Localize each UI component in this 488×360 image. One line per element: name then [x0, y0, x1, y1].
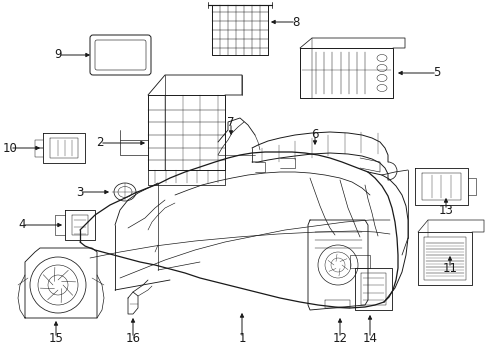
Text: 5: 5 — [432, 67, 440, 80]
Text: 13: 13 — [438, 203, 452, 216]
Text: 7: 7 — [227, 117, 234, 130]
Text: 6: 6 — [311, 129, 318, 141]
Text: 8: 8 — [292, 15, 299, 28]
Text: 4: 4 — [18, 219, 26, 231]
Text: 2: 2 — [96, 136, 103, 149]
Text: 14: 14 — [362, 332, 377, 345]
Text: 10: 10 — [2, 141, 18, 154]
Text: 15: 15 — [48, 332, 63, 345]
Text: 9: 9 — [54, 49, 61, 62]
Text: 16: 16 — [125, 332, 140, 345]
Text: 12: 12 — [332, 332, 347, 345]
Text: 3: 3 — [76, 185, 83, 198]
Text: 1: 1 — [238, 332, 245, 345]
Text: 11: 11 — [442, 261, 457, 274]
Bar — [349, 255, 369, 268]
